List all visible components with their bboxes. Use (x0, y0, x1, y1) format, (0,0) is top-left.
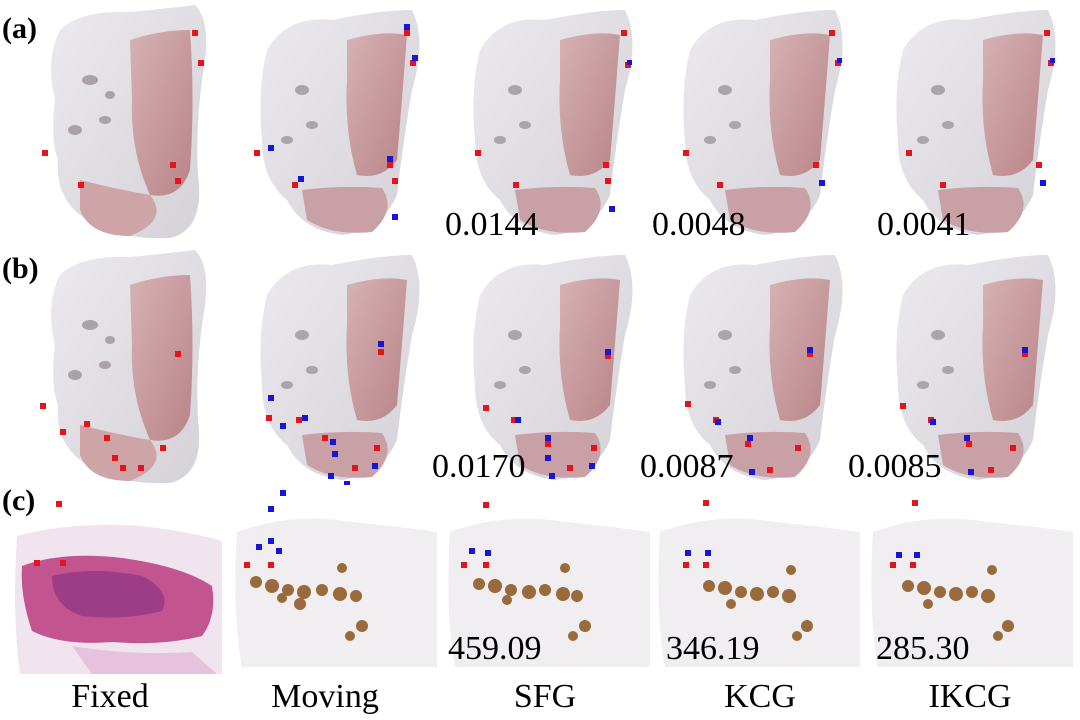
row-b-sfg-score: 0.0170 (432, 448, 526, 485)
row-a-sfg-score: 0.0144 (445, 206, 539, 243)
row-c-ikcg-image (868, 486, 1078, 678)
row-c-moving-image (232, 486, 442, 678)
row-a-sfg-image (445, 0, 655, 240)
row-label-a: (a) (2, 12, 37, 45)
row-a-ikcg-image (868, 0, 1078, 240)
column-label-ikcg: IKCG (928, 678, 1012, 715)
row-b-sfg-image (445, 245, 655, 485)
row-b-moving-image (232, 245, 442, 485)
row-b-kcg-score: 0.0087 (640, 448, 734, 485)
row-c-fixed-image (12, 496, 223, 678)
row-a-ikcg-score: 0.0041 (877, 206, 971, 243)
row-c-kcg-image (655, 486, 865, 678)
row-label-b: (b) (2, 252, 39, 285)
column-label-kcg: KCG (724, 678, 796, 715)
row-c-kcg-score: 346.19 (666, 630, 760, 667)
column-label-sfg: SFG (513, 678, 577, 715)
row-c-sfg-score: 459.09 (448, 630, 542, 667)
row-c-sfg-image (445, 486, 655, 678)
row-a-kcg-image (655, 0, 865, 240)
row-label-c: (c) (2, 484, 36, 517)
row-a-kcg-score: 0.0048 (652, 206, 746, 243)
row-c-ikcg-score: 285.30 (876, 630, 970, 667)
column-label-moving: Moving (271, 678, 379, 715)
row-b-kcg-image (655, 245, 865, 485)
row-a-moving-image (232, 0, 442, 240)
row-b-ikcg-score: 0.0085 (848, 448, 942, 485)
row-b-ikcg-image (868, 245, 1078, 485)
row-a-fixed-image (20, 0, 230, 240)
column-label-fixed: Fixed (71, 678, 149, 715)
row-b-fixed-image (20, 245, 230, 485)
